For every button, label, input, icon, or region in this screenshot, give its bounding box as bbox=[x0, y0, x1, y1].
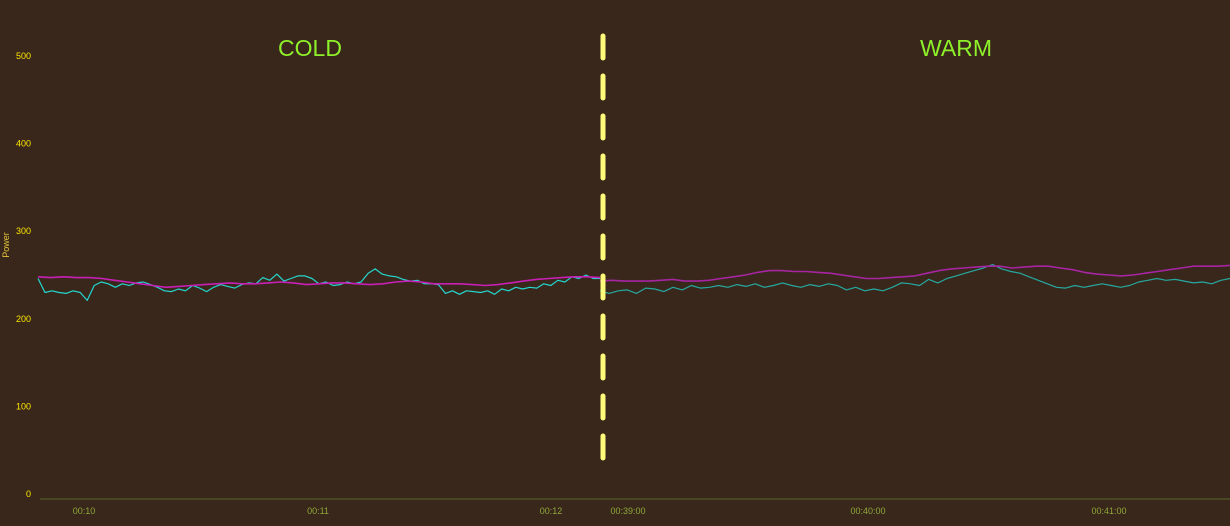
y-tick-label: 500 bbox=[16, 51, 31, 61]
y-tick-label: 100 bbox=[16, 401, 31, 411]
y-axis-ticks: 0 100 200 300 400 500 bbox=[16, 51, 31, 499]
panel-warm: WARM 00:39:00 00:40:00 00:41:00 bbox=[599, 35, 1230, 516]
panel-label: COLD bbox=[278, 35, 342, 61]
chart-panels: COLD 00:10 00:11 00:12 WARM 00:39:00 00:40:00 0… bbox=[37, 35, 1230, 516]
y-tick-label: 400 bbox=[16, 139, 31, 149]
x-tick-label: 00:41:00 bbox=[1091, 506, 1126, 516]
y-tick-label: 300 bbox=[16, 226, 31, 236]
series-line-2 bbox=[37, 275, 601, 289]
x-tick-label: 00:39:00 bbox=[610, 506, 645, 516]
x-tick-label: 00:40:00 bbox=[850, 506, 885, 516]
panel-cold: COLD 00:10 00:11 00:12 bbox=[37, 35, 601, 516]
x-tick-label: 00:10 bbox=[73, 506, 96, 516]
panel-label: WARM bbox=[920, 35, 992, 61]
x-tick-label: 00:11 bbox=[307, 506, 329, 516]
x-tick-label: 00:12 bbox=[540, 506, 563, 516]
series-line-1 bbox=[599, 263, 1230, 294]
y-tick-label: 200 bbox=[16, 314, 31, 324]
y-tick-label: 0 bbox=[26, 489, 31, 499]
y-axis-title: Power bbox=[1, 232, 11, 258]
series-line-2 bbox=[599, 264, 1230, 282]
